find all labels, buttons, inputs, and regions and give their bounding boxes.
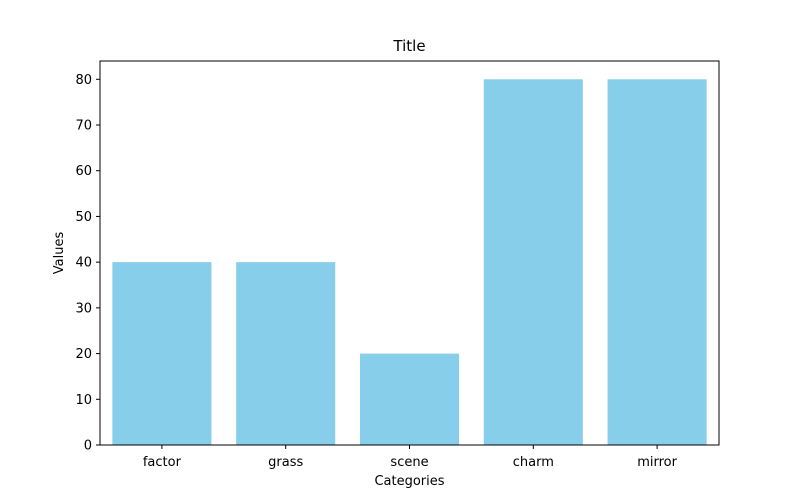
plot-frame [99,60,720,446]
y-tick-label: 0 [84,439,92,454]
x-tick-label: grass [268,455,303,470]
x-axis-ticks: factor grass scene charm mirror [143,445,678,470]
y-axis-label: Values [52,232,67,275]
y-axis-ticks: 0 10 20 30 40 50 60 70 80 [75,73,100,454]
bar-mirror [607,79,707,445]
bar-factor [112,262,212,445]
y-tick-label: 50 [75,210,92,225]
bar-charm [483,79,583,445]
bar-grass [236,262,336,445]
bar-scene [359,353,460,445]
x-tick-label: charm [513,455,554,470]
x-tick-label: mirror [637,455,677,470]
x-axis-label: Categories [374,474,444,489]
y-tick-label: 60 [75,164,92,179]
y-tick-label: 30 [75,301,92,316]
y-tick-label: 70 [75,119,92,134]
y-tick-label: 40 [75,256,92,271]
y-tick-label: 20 [75,347,92,362]
y-tick-label: 80 [75,73,92,88]
chart-title: Title [392,37,425,55]
x-tick-label: factor [143,455,182,470]
x-tick-label: scene [390,455,428,470]
y-tick-label: 10 [75,393,92,408]
bars-layer [112,79,707,445]
